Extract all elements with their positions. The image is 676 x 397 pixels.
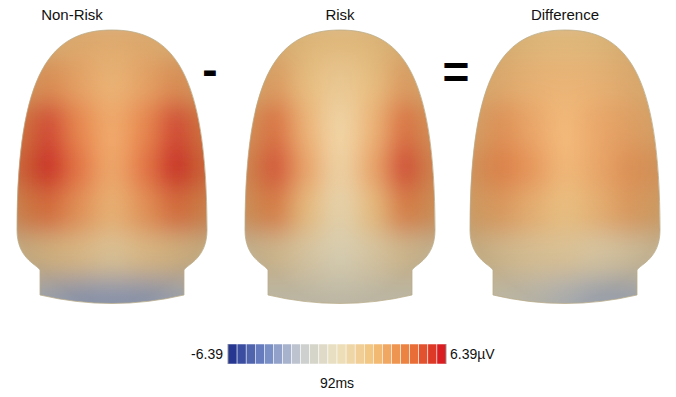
colorbar-step <box>428 344 437 364</box>
cell <box>420 278 453 323</box>
topomap-cells <box>0 14 225 323</box>
colorbar-step <box>328 344 337 364</box>
operator: - <box>202 43 217 95</box>
colorbar-step <box>228 344 237 364</box>
topomap-cells <box>453 14 676 323</box>
topomap <box>228 14 453 323</box>
colorbar-step <box>382 344 391 364</box>
colorbar-step <box>337 344 346 364</box>
colorbar-tick-label: -6.39 <box>191 346 223 362</box>
colorbar-step <box>346 344 355 364</box>
head-outline <box>245 30 435 304</box>
colorbar-tick <box>228 344 229 364</box>
colorbar-step <box>392 344 401 364</box>
map-title: Difference <box>531 6 599 23</box>
colorbar-step <box>419 344 428 364</box>
cell <box>0 14 33 59</box>
head-shading <box>470 30 660 304</box>
head-shading <box>245 30 435 304</box>
colorbar-step <box>237 344 246 364</box>
cell <box>0 278 33 323</box>
colorbar-step <box>292 344 301 364</box>
cell <box>453 278 486 323</box>
colorbar-step <box>246 344 255 364</box>
colorbar-step <box>283 344 292 364</box>
colorbar-step <box>255 344 264 364</box>
topomap <box>0 14 225 323</box>
head-shading <box>17 30 207 304</box>
colorbar-step <box>410 344 419 364</box>
cell <box>645 58 676 103</box>
colorbar-step <box>401 344 410 364</box>
topomap-cells <box>228 14 453 323</box>
cell <box>228 14 261 59</box>
map-title: Risk <box>325 6 355 23</box>
colorbar-step <box>301 344 310 364</box>
colorbar-step <box>264 344 273 364</box>
head-outline <box>470 30 660 304</box>
colorbar-step <box>273 344 282 364</box>
cell <box>0 58 33 103</box>
map-title: Non-Risk <box>41 6 103 23</box>
colorbar-tick-label: 6.39µV <box>450 346 495 362</box>
colorbar-step <box>373 344 382 364</box>
colorbar-step <box>364 344 373 364</box>
cell <box>645 278 676 323</box>
cell <box>192 278 225 323</box>
operator: = <box>443 46 470 98</box>
colorbar-step <box>437 344 446 364</box>
topomap <box>453 14 676 323</box>
colorbar-step <box>319 344 328 364</box>
figure: Non-Risk Risk Difference - = -6.39 6.39µV 92ms <box>0 0 676 397</box>
colorbar-step <box>355 344 364 364</box>
head-outline <box>17 30 207 304</box>
cell <box>645 14 676 59</box>
cell <box>228 278 261 323</box>
time-label: 92ms <box>320 375 354 391</box>
colorbar-step <box>310 344 319 364</box>
cell <box>228 58 261 103</box>
colorbar <box>228 344 446 364</box>
colorbar-tick <box>446 344 447 364</box>
